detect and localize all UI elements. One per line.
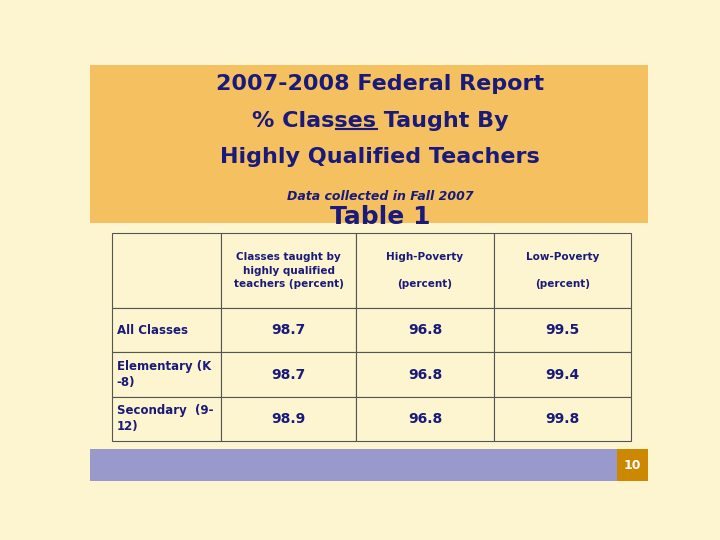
Text: 96.8: 96.8 (408, 412, 442, 426)
Bar (221, 397, 356, 441)
Bar (617, 449, 648, 481)
Bar (221, 353, 356, 397)
Bar (356, 353, 494, 397)
Text: % Classes Taught By: % Classes Taught By (252, 111, 508, 131)
Bar (356, 233, 494, 308)
Bar (494, 308, 631, 353)
Text: Highly Qualified Teachers: Highly Qualified Teachers (220, 147, 540, 167)
Text: Elementary (K
-8): Elementary (K -8) (117, 360, 211, 389)
Text: All Classes: All Classes (117, 324, 188, 337)
Bar (112, 233, 221, 308)
Text: 98.7: 98.7 (271, 323, 306, 338)
Bar (356, 308, 494, 353)
Bar (221, 233, 356, 308)
Text: 98.9: 98.9 (271, 412, 306, 426)
Text: 99.5: 99.5 (545, 323, 580, 338)
Text: 98.7: 98.7 (271, 368, 306, 382)
Text: 96.8: 96.8 (408, 323, 442, 338)
Bar (356, 397, 494, 441)
Text: 99.8: 99.8 (545, 412, 580, 426)
Text: 96.8: 96.8 (408, 368, 442, 382)
Bar (494, 353, 631, 397)
Bar (494, 397, 631, 441)
Bar (90, 449, 648, 481)
Text: Classes taught by
highly qualified
teachers (percent): Classes taught by highly qualified teach… (234, 253, 343, 289)
Bar (90, 65, 648, 114)
Text: 99.4: 99.4 (545, 368, 580, 382)
Text: 10: 10 (624, 458, 642, 471)
Text: Table 1: Table 1 (330, 205, 431, 228)
Text: High-Poverty

(percent): High-Poverty (percent) (387, 253, 464, 289)
Text: Data collected in Fall 2007: Data collected in Fall 2007 (287, 190, 474, 203)
Text: 2007-2008 Federal Report: 2007-2008 Federal Report (216, 73, 544, 93)
Bar (90, 223, 648, 481)
Bar (112, 308, 221, 353)
Text: Low-Poverty

(percent): Low-Poverty (percent) (526, 253, 599, 289)
Bar (90, 65, 648, 223)
Bar (494, 233, 631, 308)
Bar (112, 397, 221, 441)
Bar (221, 308, 356, 353)
Bar (112, 353, 221, 397)
Text: Secondary  (9-
12): Secondary (9- 12) (117, 404, 213, 434)
